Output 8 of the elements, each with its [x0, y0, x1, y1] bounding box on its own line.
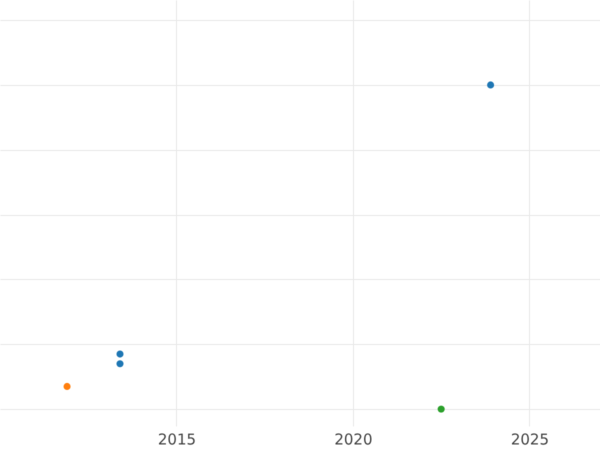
point: [116, 360, 124, 368]
x-tick-label: 2020: [334, 430, 373, 448]
x-tick-label: 2015: [158, 430, 196, 448]
x-tick-label: 2025: [510, 430, 550, 448]
point: [116, 350, 124, 358]
point: [64, 382, 71, 390]
point: [487, 81, 494, 88]
point: [438, 406, 445, 413]
